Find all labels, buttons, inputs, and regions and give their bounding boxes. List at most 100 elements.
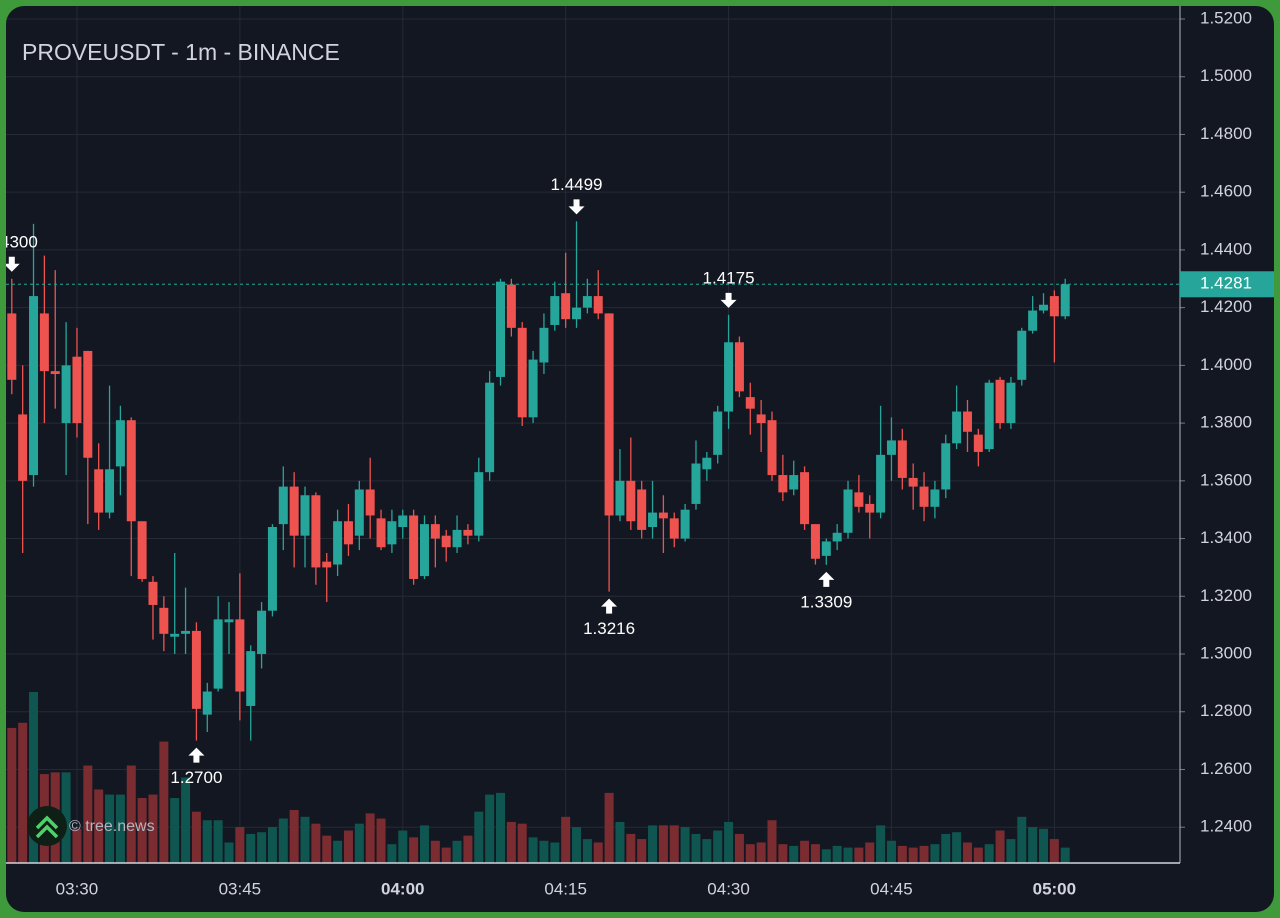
candle-body: [430, 524, 440, 539]
candle-body: [7, 313, 17, 380]
candle-body: [94, 469, 104, 513]
volume-bar: [72, 828, 82, 863]
candle-body: [485, 382, 495, 473]
volume-bar: [181, 777, 191, 863]
candle-body: [311, 495, 321, 568]
candle-body: [593, 296, 603, 314]
candle-body: [745, 397, 755, 409]
volume-bar: [289, 809, 299, 863]
volume-bar: [962, 842, 972, 863]
volume-bar: [387, 844, 397, 863]
candle-body: [886, 440, 896, 455]
candle-body: [680, 509, 690, 539]
volume-bar: [213, 820, 223, 863]
candle-body: [83, 350, 93, 458]
candle-body: [691, 463, 701, 504]
candle-body: [39, 313, 49, 372]
candle-body: [496, 281, 505, 377]
volume-bar: [810, 844, 820, 863]
candle-body: [713, 411, 723, 455]
candle-body: [398, 515, 408, 528]
candle-body: [767, 420, 777, 476]
candle-body: [506, 284, 516, 328]
candle-body: [333, 521, 343, 565]
annotation-arrow: [6, 256, 20, 272]
volume-bar: [170, 798, 180, 863]
y-tick-label: 1.4000: [1200, 355, 1252, 374]
candle-body: [409, 515, 419, 579]
volume-bar: [669, 825, 679, 863]
volume-bar: [94, 789, 104, 863]
volume-bar: [593, 842, 603, 863]
volume-bar: [191, 811, 201, 863]
candle-body: [365, 489, 375, 516]
volume-bar: [267, 827, 277, 863]
volume-bar: [354, 823, 364, 863]
volume-bar: [734, 833, 744, 863]
volume-bar: [159, 741, 169, 863]
candle-body: [376, 518, 386, 548]
volume-bar: [680, 827, 690, 863]
volume-bar: [1017, 816, 1027, 863]
y-tick-label: 1.3600: [1200, 470, 1252, 489]
y-tick-label: 1.4400: [1200, 239, 1252, 258]
candle-body: [658, 512, 668, 519]
candle-body: [105, 469, 115, 513]
candle-body: [1060, 284, 1070, 317]
volume-bar: [756, 842, 766, 863]
candle-body: [821, 541, 831, 556]
annotation-label: 1.4499: [551, 175, 603, 194]
candle-body: [419, 524, 429, 577]
annotation-arrow: [601, 598, 618, 614]
x-tick-label: 05:00: [1033, 879, 1076, 898]
volume-bar: [648, 825, 658, 863]
annotation-arrow: [568, 199, 585, 215]
candle-body: [50, 371, 60, 375]
candle-body: [810, 524, 820, 559]
volume-bar: [658, 825, 668, 863]
volume-bar: [496, 792, 505, 863]
annotation-label: 1.4300: [6, 232, 38, 251]
candle-body: [18, 414, 28, 481]
watermark: © tree.news: [69, 818, 155, 835]
candle-body: [778, 475, 788, 493]
volume-bar: [257, 832, 267, 863]
volume-bar: [235, 827, 245, 863]
candle-body: [734, 342, 744, 392]
volume-bar: [876, 825, 886, 863]
volume-bar: [919, 845, 929, 863]
volume-bar: [724, 821, 734, 863]
volume-bar: [7, 727, 17, 863]
candle-body: [908, 477, 918, 487]
candle-body: [582, 296, 592, 308]
volume-bar: [1039, 828, 1048, 863]
volume-bar: [376, 818, 386, 863]
volume-bar: [61, 772, 71, 863]
volume-bar: [626, 833, 636, 863]
candle-body: [528, 359, 538, 418]
y-tick-label: 1.4200: [1200, 297, 1252, 316]
candle-body: [213, 619, 223, 689]
candle-body: [789, 475, 799, 490]
candle-body: [191, 630, 201, 709]
volume-bar: [854, 847, 864, 863]
volume-bar: [409, 837, 419, 863]
y-tick-label: 1.4800: [1200, 124, 1252, 143]
candle-body: [354, 489, 364, 536]
x-tick-label: 04:00: [381, 879, 424, 898]
volume-bar: [506, 821, 516, 863]
volume-bar: [767, 820, 777, 863]
candle-body: [637, 489, 647, 530]
candle-body: [202, 691, 212, 715]
volume-bar: [800, 840, 810, 863]
candle-body: [865, 503, 875, 513]
candle-body: [289, 486, 299, 536]
candle-body: [648, 512, 658, 528]
chart-frame: 1.2700 1.4499 1.3216 1.4175 1.3309 1.4300 1.24…: [6, 6, 1274, 912]
volume-bar: [930, 844, 940, 863]
candle-body: [973, 434, 983, 452]
candle-body: [452, 529, 462, 548]
y-tick-label: 1.5200: [1200, 8, 1252, 27]
volume-bar: [995, 830, 1005, 863]
x-tick-label: 04:15: [544, 879, 587, 898]
